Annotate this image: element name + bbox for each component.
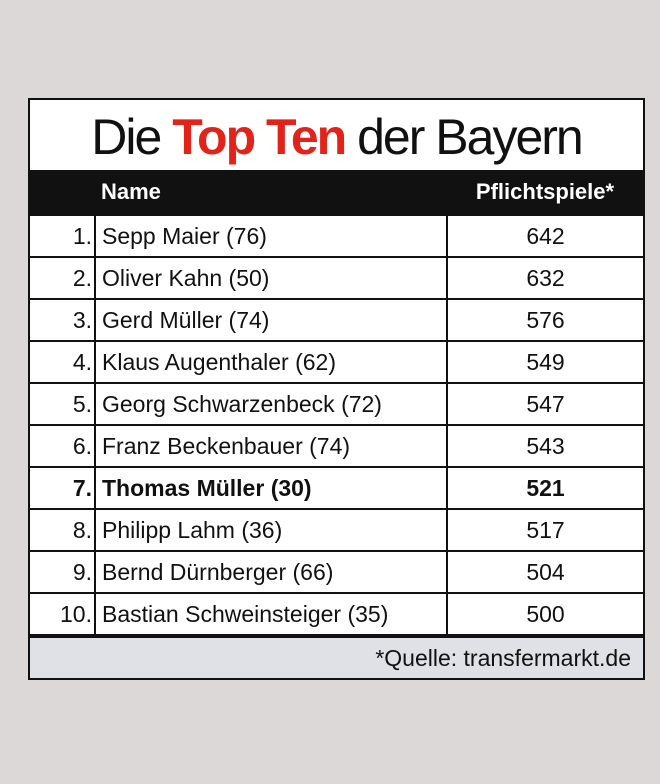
name-cell: Oliver Kahn (50) — [94, 256, 448, 300]
rank-cell: 7. — [30, 466, 96, 510]
table-row: 1. Sepp Maier (76) 642 — [30, 214, 643, 258]
games-cell: 517 — [446, 508, 643, 552]
games-cell: 547 — [446, 382, 643, 426]
table: Name Pflichtspiele* 1. Sepp Maier (76) 642… — [30, 170, 643, 636]
table-row: 10. Bastian Schweinsteiger (35) 500 — [30, 592, 643, 636]
title-part: Die — [91, 109, 162, 165]
name-cell: Philipp Lahm (36) — [94, 508, 448, 552]
table-body: 1. Sepp Maier (76) 642 2. Oliver Kahn (50) 63… — [30, 214, 643, 636]
games-cell: 521 — [446, 466, 643, 510]
rank-cell: 5. — [30, 382, 96, 426]
table-row: 8. Philipp Lahm (36) 517 — [30, 508, 643, 552]
card: Die Top Ten der Bayern Name Pflichtspiel… — [28, 98, 645, 680]
table-row: 2. Oliver Kahn (50) 632 — [30, 256, 643, 300]
table-row: 5. Georg Schwarzenbeck (72) 547 — [30, 382, 643, 426]
name-cell: Franz Beckenbauer (74) — [94, 424, 448, 468]
name-cell: Bernd Dürnberger (66) — [94, 550, 448, 594]
name-cell: Georg Schwarzenbeck (72) — [94, 382, 448, 426]
header-cell: Name — [95, 170, 447, 215]
games-cell: 504 — [446, 550, 643, 594]
rank-cell: 8. — [30, 508, 96, 552]
footer: *Quelle: transfermarkt.de — [30, 636, 643, 678]
title-highlight: Top Ten — [172, 109, 347, 165]
rank-cell: 1. — [30, 214, 96, 258]
table-row: 3. Gerd Müller (74) 576 — [30, 298, 643, 342]
header-cell — [30, 170, 95, 215]
title: Die Top Ten der Bayern — [30, 100, 643, 170]
rank-cell: 4. — [30, 340, 96, 384]
games-cell: 543 — [446, 424, 643, 468]
header-cell: Pflichtspiele* — [447, 170, 643, 215]
rank-cell: 10. — [30, 592, 96, 636]
table-row: 4. Klaus Augenthaler (62) 549 — [30, 340, 643, 384]
games-cell: 632 — [446, 256, 643, 300]
header-row: Name Pflichtspiele* — [30, 170, 643, 215]
title-part: der Bayern — [357, 109, 584, 165]
name-cell: Sepp Maier (76) — [94, 214, 448, 258]
table-row: 6. Franz Beckenbauer (74) 543 — [30, 424, 643, 468]
rank-cell: 2. — [30, 256, 96, 300]
table-row: 7. Thomas Müller (30) 521 — [30, 466, 643, 510]
rank-cell: 6. — [30, 424, 96, 468]
name-cell: Thomas Müller (30) — [94, 466, 448, 510]
games-cell: 500 — [446, 592, 643, 636]
rank-cell: 9. — [30, 550, 96, 594]
games-cell: 576 — [446, 298, 643, 342]
name-cell: Gerd Müller (74) — [94, 298, 448, 342]
rank-cell: 3. — [30, 298, 96, 342]
table-row: 9. Bernd Dürnberger (66) 504 — [30, 550, 643, 594]
games-cell: 549 — [446, 340, 643, 384]
games-cell: 642 — [446, 214, 643, 258]
name-cell: Bastian Schweinsteiger (35) — [94, 592, 448, 636]
name-cell: Klaus Augenthaler (62) — [94, 340, 448, 384]
